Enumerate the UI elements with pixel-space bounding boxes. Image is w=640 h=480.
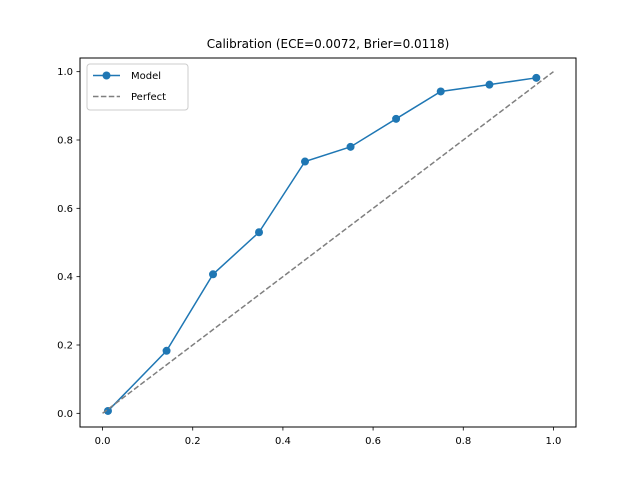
data-point-model	[392, 114, 401, 123]
y-tick-label: 0.2	[57, 341, 73, 352]
data-point-model	[532, 73, 541, 82]
legend-label-perfect: Perfect	[131, 92, 166, 103]
y-tick-label: 0.8	[57, 136, 73, 147]
data-point-model	[162, 346, 171, 355]
x-tick-label: 0.6	[365, 436, 381, 447]
y-tick-label: 1.0	[57, 67, 73, 78]
data-point-model	[485, 80, 494, 89]
data-point-model	[301, 157, 309, 166]
series-line-perfect	[102, 71, 554, 414]
data-point-model	[209, 270, 218, 279]
y-tick-label: 0.0	[57, 409, 73, 420]
x-tick-label: 0.2	[185, 436, 201, 447]
x-tick-label: 0.4	[275, 436, 291, 447]
legend-label-model: Model	[131, 71, 161, 82]
data-point-model	[436, 87, 445, 96]
plot-area	[102, 71, 554, 415]
x-tick-label: 0.0	[95, 436, 111, 447]
data-point-model	[346, 142, 355, 151]
y-tick-label: 0.4	[57, 272, 73, 283]
legend-marker-model	[102, 71, 111, 80]
data-point-model	[103, 406, 112, 415]
axes-frame	[79, 57, 577, 428]
chart-title: Calibration (ECE=0.0072, Brier=0.0118)	[207, 37, 450, 51]
x-tick-label: 1.0	[546, 436, 562, 447]
y-tick-label: 0.6	[57, 204, 73, 215]
legend: Model Perfect	[86, 63, 189, 111]
y-axis: 0.0 0.2 0.4 0.6 0.8 1.0	[57, 67, 80, 420]
data-point-model	[255, 228, 264, 237]
x-tick-label: 0.8	[455, 436, 471, 447]
x-axis: 0.0 0.2 0.4 0.6 0.8 1.0	[95, 427, 562, 447]
series-line-model	[107, 77, 537, 412]
